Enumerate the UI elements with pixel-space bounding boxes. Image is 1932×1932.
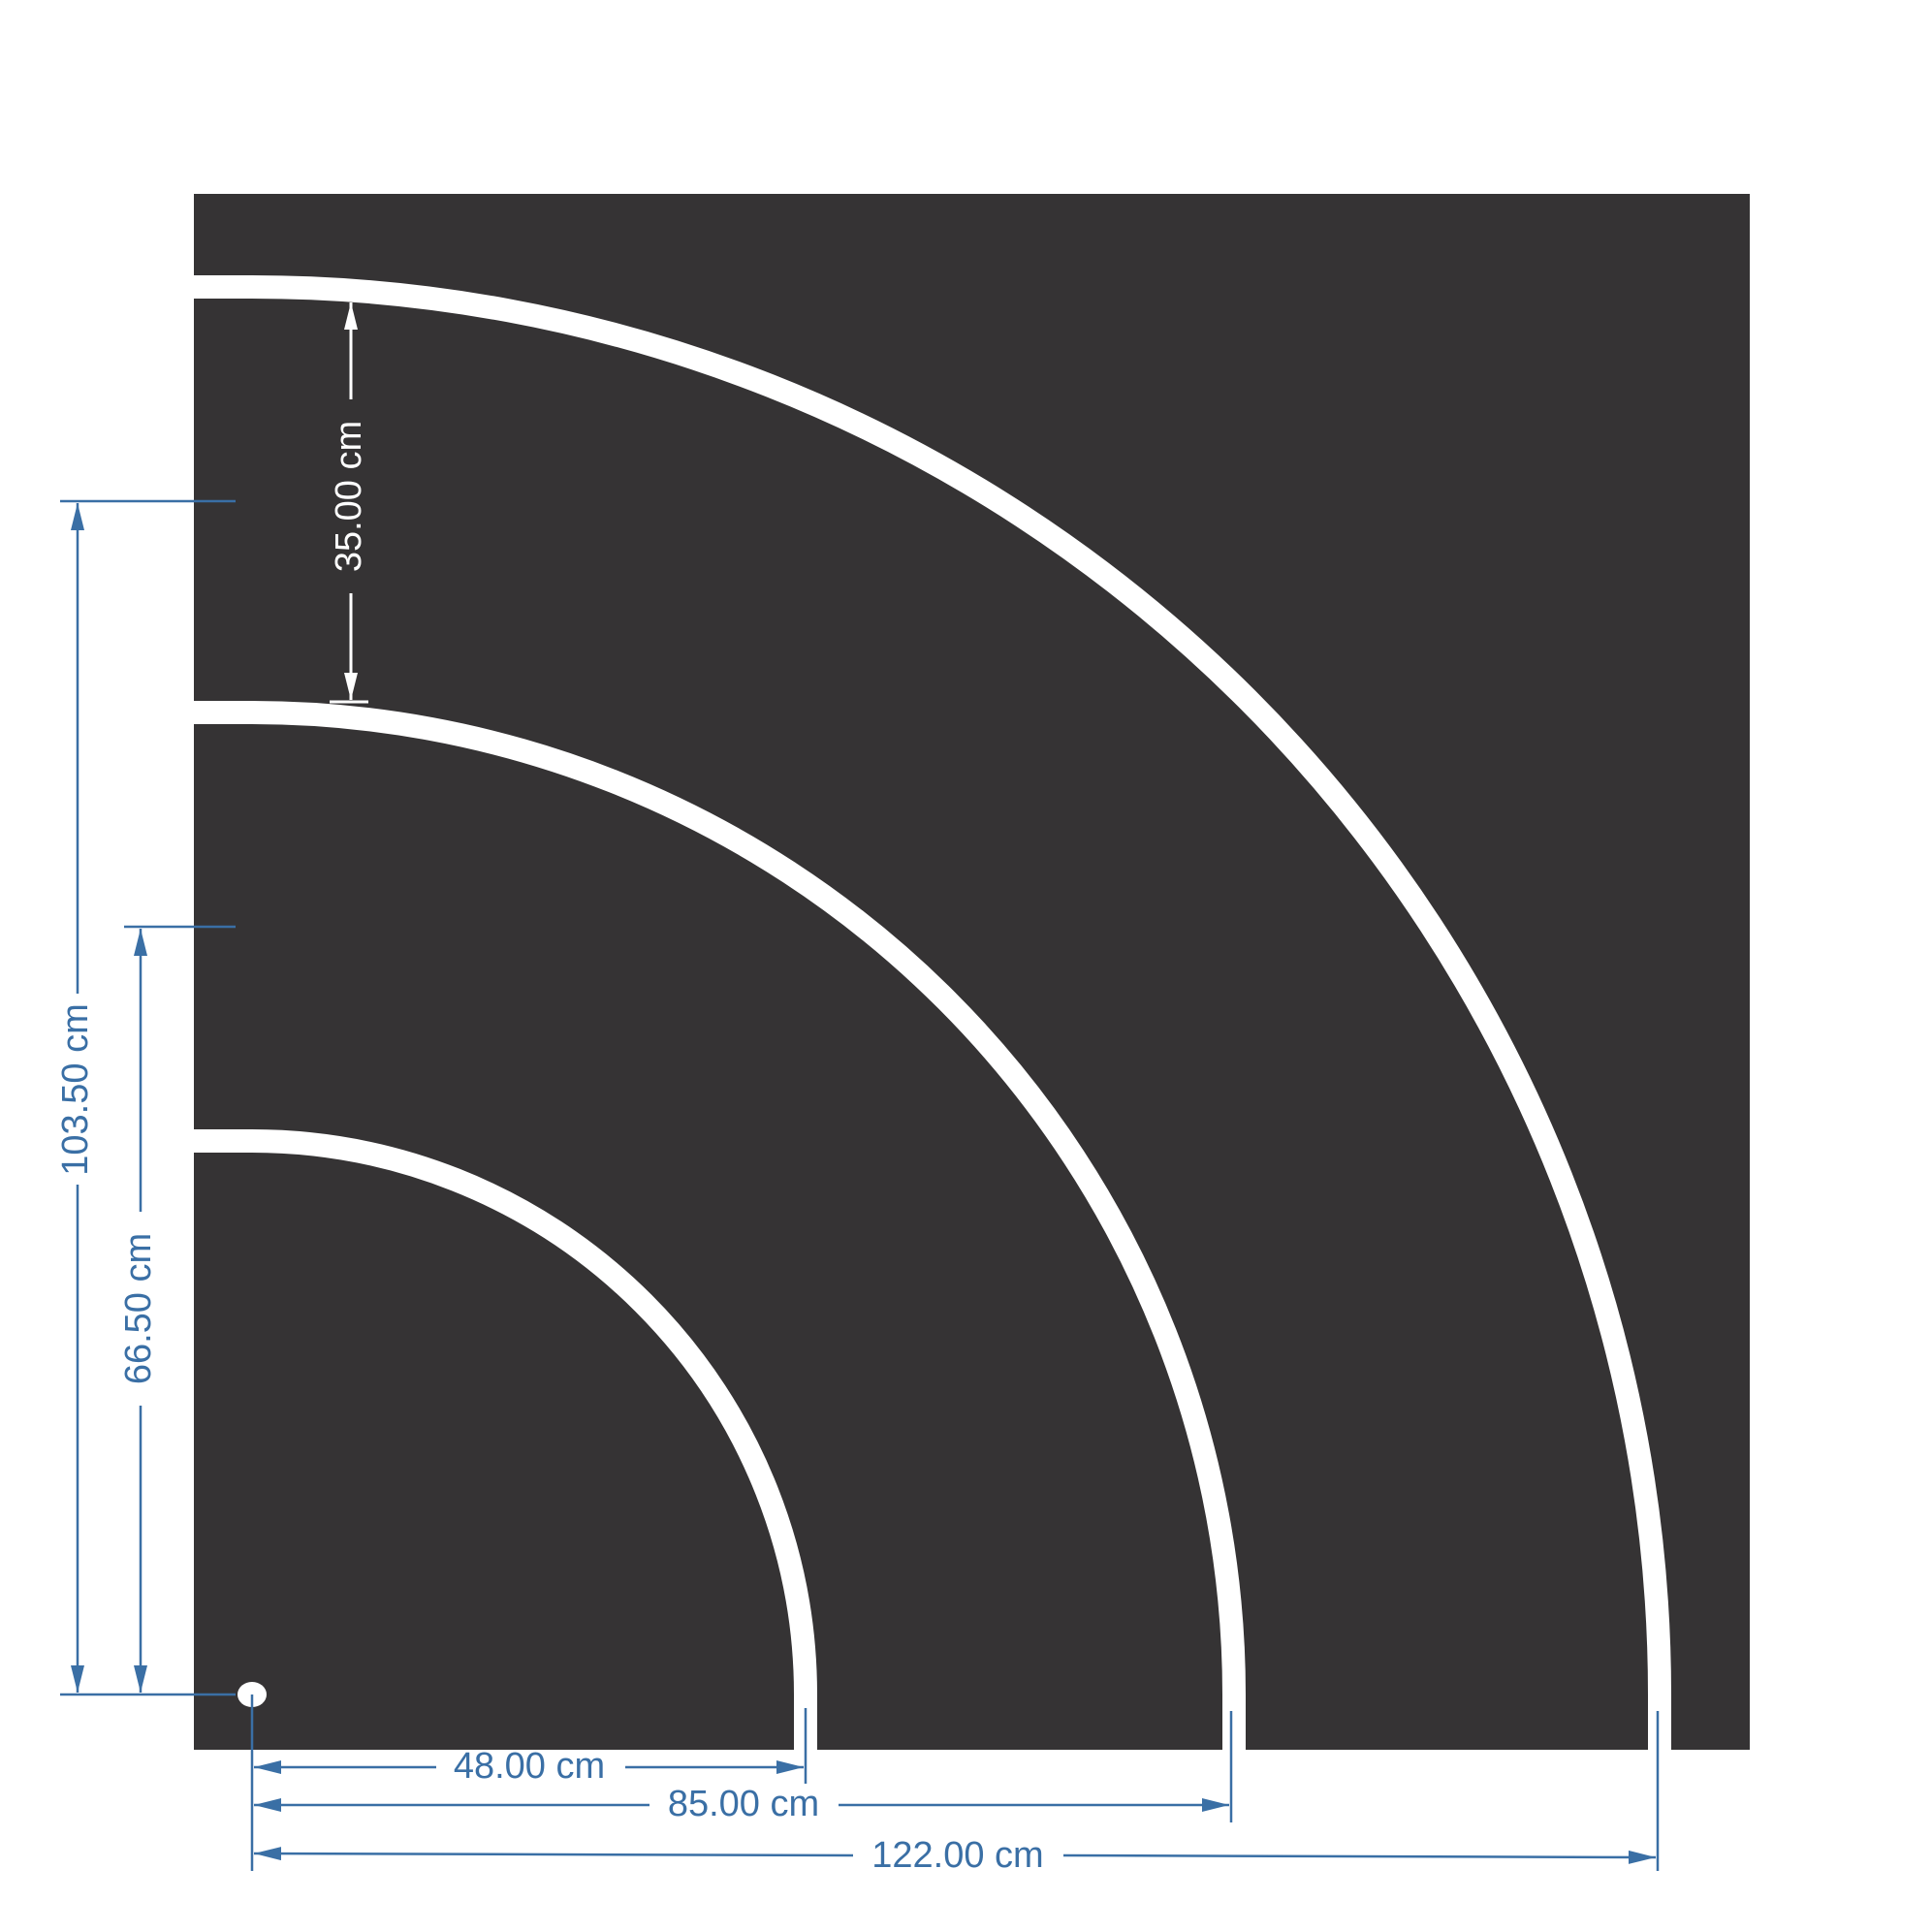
- horizontal-dimensions: [250, 1694, 1660, 1871]
- dimension-48-label: 48.00 cm: [454, 1746, 605, 1787]
- dimension-85-label: 85.00 cm: [668, 1784, 819, 1824]
- arrow-122-right: [1062, 1850, 1657, 1864]
- dimension-103-50-label: 103.50 cm: [55, 1003, 96, 1175]
- dimension-103-50: [60, 499, 236, 1696]
- road-surface: [194, 194, 1750, 1750]
- inner-lane-marking: [194, 1129, 817, 1750]
- middle-lane-marking: [194, 701, 1246, 1750]
- arrow-122-left: [253, 1847, 854, 1861]
- dimension-66-50-label: 66.50 cm: [118, 1233, 159, 1384]
- lane-width-label: 35.00 cm: [329, 421, 369, 572]
- lane-width-dimension: [330, 302, 368, 704]
- outer-lane-marking: [194, 275, 1671, 1750]
- dimension-66-50: [124, 925, 236, 1693]
- dimension-122-label: 122.00 cm: [871, 1835, 1043, 1876]
